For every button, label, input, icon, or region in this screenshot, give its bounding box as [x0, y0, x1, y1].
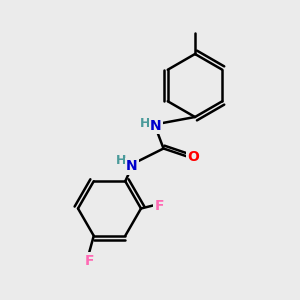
Text: H: H — [116, 154, 126, 167]
Text: F: F — [85, 254, 94, 268]
Text: N: N — [126, 160, 138, 173]
Text: F: F — [155, 199, 164, 212]
Text: H: H — [140, 116, 150, 130]
Text: N: N — [150, 119, 162, 133]
Text: O: O — [187, 150, 199, 164]
